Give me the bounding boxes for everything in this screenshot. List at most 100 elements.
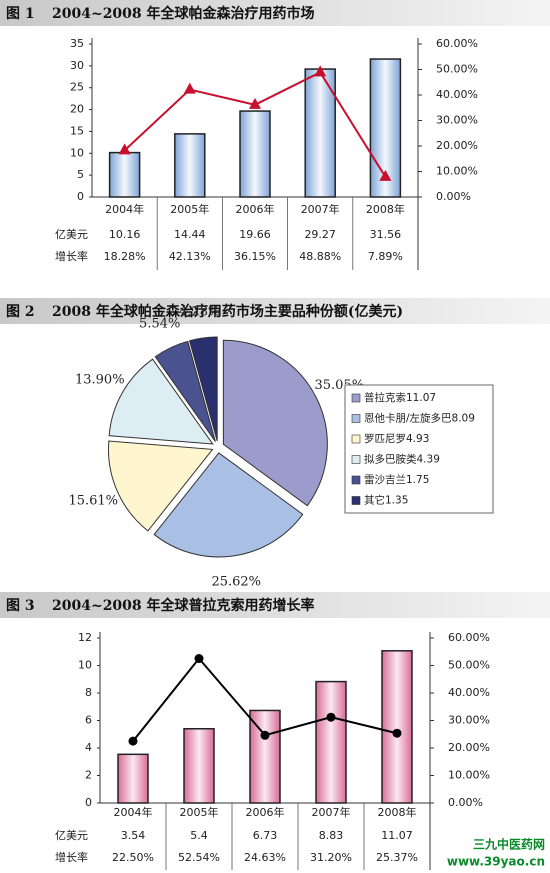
table-value: 31.20% bbox=[310, 851, 352, 864]
slice-label: 4.28% bbox=[179, 305, 220, 320]
chart-title: 2004~2008 年全球普拉克索用药增长率 bbox=[52, 597, 315, 614]
bar bbox=[315, 680, 347, 804]
y2-tick-label: 30.00% bbox=[448, 714, 490, 727]
header-band bbox=[0, 592, 550, 618]
marker bbox=[326, 712, 336, 722]
marker bbox=[379, 169, 392, 181]
bar bbox=[117, 753, 149, 804]
y2-tick-label: 50.00% bbox=[448, 659, 490, 672]
y2-tick-label: 60.00% bbox=[436, 37, 478, 50]
table-value: 48.88% bbox=[299, 250, 341, 263]
figure-label: 图 3 bbox=[6, 598, 35, 614]
legend-box bbox=[344, 384, 494, 514]
y-tick-label: 30 bbox=[70, 59, 84, 72]
y2-tick-label: 10.00% bbox=[448, 769, 490, 782]
x-tick-label: 2006年 bbox=[236, 202, 275, 216]
table-value: 42.13% bbox=[169, 250, 211, 263]
x-tick-label: 2005年 bbox=[180, 805, 219, 819]
y2-tick-label: 20.00% bbox=[436, 139, 478, 152]
slice-label: 13.90% bbox=[75, 372, 125, 387]
bar bbox=[249, 709, 281, 804]
legend-label: 雷沙吉兰1.75 bbox=[364, 473, 429, 486]
figure-label: 图 2 bbox=[6, 304, 35, 320]
y-tick-label: 35 bbox=[70, 37, 84, 50]
legend-swatch bbox=[351, 434, 361, 444]
y-tick-label: 8 bbox=[85, 686, 92, 699]
slice-label: 15.61% bbox=[68, 494, 118, 509]
table-value: 24.63% bbox=[244, 851, 286, 864]
slice-label: 5.54% bbox=[139, 317, 180, 332]
pie-slice bbox=[154, 340, 216, 442]
y-tick-label: 0 bbox=[85, 796, 92, 809]
marker bbox=[183, 82, 196, 94]
y2-tick-label: 40.00% bbox=[448, 686, 490, 699]
legend-label: 普拉克索11.07 bbox=[364, 391, 436, 404]
y-tick-label: 15 bbox=[70, 124, 84, 137]
row-label: 亿美元 bbox=[55, 829, 88, 842]
pie-slice bbox=[222, 339, 328, 507]
figure-label: 图 1 bbox=[6, 6, 35, 22]
bar bbox=[174, 133, 206, 198]
x-tick-label: 2007年 bbox=[312, 805, 351, 819]
marker bbox=[128, 736, 138, 746]
row-label: 亿美元 bbox=[55, 228, 88, 241]
table-value: 52.54% bbox=[178, 851, 220, 864]
watermark-name: 三九中医药网 bbox=[473, 837, 545, 852]
y-tick-label: 5 bbox=[77, 168, 84, 181]
table-value: 18.28% bbox=[104, 250, 146, 263]
y-tick-label: 0 bbox=[77, 190, 84, 203]
bar bbox=[239, 110, 271, 198]
y-tick-label: 6 bbox=[85, 714, 92, 727]
legend-swatch bbox=[351, 455, 361, 464]
row-label: 增长率 bbox=[55, 850, 88, 864]
x-tick-label: 2008年 bbox=[378, 805, 417, 819]
marker bbox=[260, 730, 270, 740]
table-value: 29.27 bbox=[304, 228, 336, 241]
legend-swatch bbox=[351, 475, 361, 485]
pie-slice bbox=[108, 358, 214, 445]
table-value: 8.83 bbox=[319, 829, 344, 842]
bar bbox=[108, 151, 141, 198]
y-tick-label: 12 bbox=[78, 631, 92, 644]
y2-tick-label: 0.00% bbox=[448, 796, 483, 809]
y-tick-label: 20 bbox=[70, 103, 84, 116]
table-value: 3.54 bbox=[121, 829, 146, 842]
y2-tick-label: 30.00% bbox=[436, 114, 478, 127]
pie-slice bbox=[153, 452, 304, 558]
header-band bbox=[0, 298, 550, 324]
slice-label: 25.62% bbox=[211, 574, 261, 589]
marker bbox=[314, 65, 327, 77]
row-label: 增长率 bbox=[55, 249, 88, 263]
x-tick-label: 2006年 bbox=[246, 805, 285, 819]
y2-tick-label: 10.00% bbox=[436, 165, 478, 178]
legend-swatch bbox=[351, 393, 361, 403]
table-value: 19.66 bbox=[239, 228, 271, 241]
x-tick-label: 2005年 bbox=[170, 202, 209, 216]
table-value: 22.50% bbox=[112, 851, 154, 864]
marker bbox=[392, 728, 402, 738]
y2-tick-label: 20.00% bbox=[448, 741, 490, 754]
legend-label: 其它1.35 bbox=[364, 494, 408, 507]
marker bbox=[194, 654, 204, 664]
table-value: 11.07 bbox=[381, 829, 413, 842]
legend-swatch bbox=[351, 496, 361, 505]
table-value: 5.4 bbox=[190, 829, 208, 842]
y-tick-label: 2 bbox=[85, 769, 92, 782]
pie-slice bbox=[188, 336, 218, 442]
table-value: 25.37% bbox=[376, 851, 418, 864]
table-value: 36.15% bbox=[234, 250, 276, 263]
y-tick-label: 25 bbox=[70, 81, 84, 94]
pie-slice bbox=[107, 440, 214, 532]
y2-tick-label: 40.00% bbox=[436, 88, 478, 101]
x-tick-label: 2004年 bbox=[114, 805, 153, 819]
legend-swatch bbox=[351, 414, 361, 423]
legend-label: 拟多巴胺类4.39 bbox=[364, 453, 440, 466]
table-value: 7.89% bbox=[368, 250, 403, 263]
watermark-url: www.39yao.cn bbox=[447, 855, 545, 869]
y2-tick-label: 60.00% bbox=[448, 631, 490, 644]
y-tick-label: 4 bbox=[85, 741, 92, 754]
legend-label: 恩他卡朋/左旋多巴8.09 bbox=[364, 412, 475, 425]
legend-label: 罗匹尼罗4.93 bbox=[364, 433, 429, 445]
y-tick-label: 10 bbox=[70, 146, 84, 159]
